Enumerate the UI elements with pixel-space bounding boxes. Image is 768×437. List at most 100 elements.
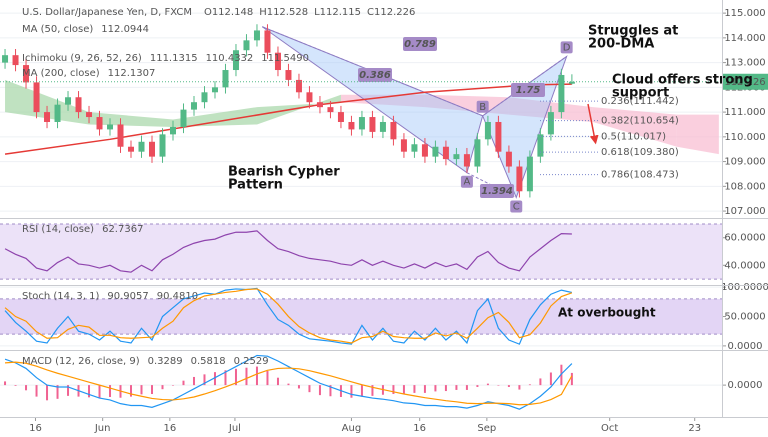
legend-name: MA (200, close) — [22, 68, 100, 79]
candle-body — [316, 102, 323, 108]
annotation: Cloud offers strong — [612, 73, 753, 88]
fib-label: 0.786(108.473) — [601, 170, 679, 181]
pattern-point-box — [460, 175, 473, 188]
histogram-bar — [255, 366, 258, 386]
candle-body — [96, 117, 103, 130]
candle-body — [558, 74, 565, 113]
candle-body — [107, 124, 114, 130]
band — [0, 223, 722, 280]
x-tick-label: Oct — [601, 423, 618, 434]
fib-label: 0.236(111.442) — [601, 96, 679, 107]
histogram-bar — [4, 381, 7, 386]
pattern-point-box — [476, 100, 489, 113]
candle-body — [411, 144, 418, 152]
candle-body — [86, 112, 93, 118]
candle-body — [274, 52, 281, 71]
x-tick-label: Jul — [228, 423, 241, 434]
histogram-bar — [518, 385, 521, 390]
indicator-line — [4, 354, 573, 410]
histogram-bar — [476, 385, 479, 387]
candle-body — [180, 109, 187, 127]
annotation: Bearish Cypher — [228, 165, 340, 180]
candle-body — [568, 81, 575, 84]
candle-body — [159, 134, 166, 157]
y-tick-label: 50.0000 — [724, 312, 765, 323]
x-tick-label: Jun — [94, 423, 111, 434]
legend-value: 110.4332 — [206, 53, 254, 64]
ratio-label: 1.75 — [516, 85, 541, 96]
fib-label: 0.5(110.017) — [601, 131, 666, 142]
indicator-line — [4, 361, 573, 406]
indicator-line — [4, 230, 572, 273]
histogram-bar — [329, 385, 332, 397]
candle-body — [44, 112, 51, 122]
candle-body — [285, 70, 292, 80]
ratio-box — [358, 68, 392, 82]
candle-body — [463, 154, 470, 167]
legend-value: 0.2529 — [234, 356, 269, 367]
x-tick-label: 16 — [29, 423, 42, 434]
histogram-bar — [308, 385, 311, 393]
histogram-bar — [266, 371, 269, 386]
histogram-bar — [507, 385, 510, 387]
y-tick-label: 0.0000 — [728, 380, 763, 391]
histogram-bar — [151, 385, 153, 395]
ratio-box — [480, 184, 514, 198]
indicator-line — [4, 288, 573, 344]
histogram-bar — [130, 385, 133, 397]
annotation: At overbought — [558, 306, 656, 320]
ohlc-value: H112.528 — [259, 7, 308, 18]
legend-value: 111.1315 — [150, 53, 198, 64]
candle-body — [537, 134, 544, 157]
pattern-point-label: B — [479, 102, 486, 113]
candle-body — [232, 50, 239, 71]
y-tick-label: 60.0000 — [724, 233, 765, 244]
histogram-bar — [392, 385, 395, 395]
histogram-bar — [360, 385, 363, 397]
last-price-label: 112.226 — [724, 77, 765, 88]
legend-value: 112.0944 — [101, 24, 149, 35]
last-price-box — [723, 73, 768, 90]
histogram-bar — [297, 385, 300, 389]
fib-label: 0.382(110.654) — [601, 116, 679, 127]
legend-value: 0.5818 — [191, 356, 226, 367]
pattern-point-label: A — [463, 177, 470, 188]
candle-body — [149, 141, 155, 157]
legend-name: MA (50, close) — [22, 24, 93, 35]
cloud — [5, 79, 90, 125]
candle-body — [379, 121, 386, 132]
histogram-bar — [318, 385, 321, 396]
candle-body — [306, 92, 313, 103]
candle-body — [75, 97, 82, 113]
x-tick-label: 16 — [413, 423, 426, 434]
y-tick-label: 110.000 — [724, 132, 765, 143]
pattern-line — [262, 26, 567, 117]
chart-title: U.S. Dollar/Japanese Yen, D, FXCM — [22, 7, 192, 18]
histogram-bar — [14, 385, 17, 386]
legend-name: RSI (14, close) — [22, 224, 94, 235]
arrow — [587, 103, 599, 145]
candle-body — [516, 166, 523, 192]
candle-body — [327, 107, 334, 113]
pattern-point-label: C — [513, 201, 520, 212]
y-tick-label: 100.0000 — [721, 282, 768, 293]
indicator-line — [4, 287, 573, 345]
y-tick-label: 114.000 — [724, 33, 765, 44]
histogram-bar — [413, 385, 416, 393]
candle-body — [505, 151, 512, 167]
histogram-bar — [570, 372, 573, 386]
legend-value: 111.5490 — [261, 53, 309, 64]
candle-body — [453, 154, 460, 160]
histogram-bar — [224, 370, 227, 386]
histogram-bar — [497, 385, 500, 386]
y-tick-label: 0.0000 — [728, 341, 763, 352]
candle-body — [295, 79, 302, 93]
candle-body — [23, 65, 30, 83]
candle-body — [65, 97, 72, 105]
histogram-bar — [276, 377, 279, 386]
histogram-bar — [455, 385, 458, 390]
histogram-bar — [245, 367, 248, 386]
cloud — [172, 107, 257, 127]
legend-value: 90.9057 — [107, 291, 148, 302]
candle-body — [138, 141, 145, 152]
